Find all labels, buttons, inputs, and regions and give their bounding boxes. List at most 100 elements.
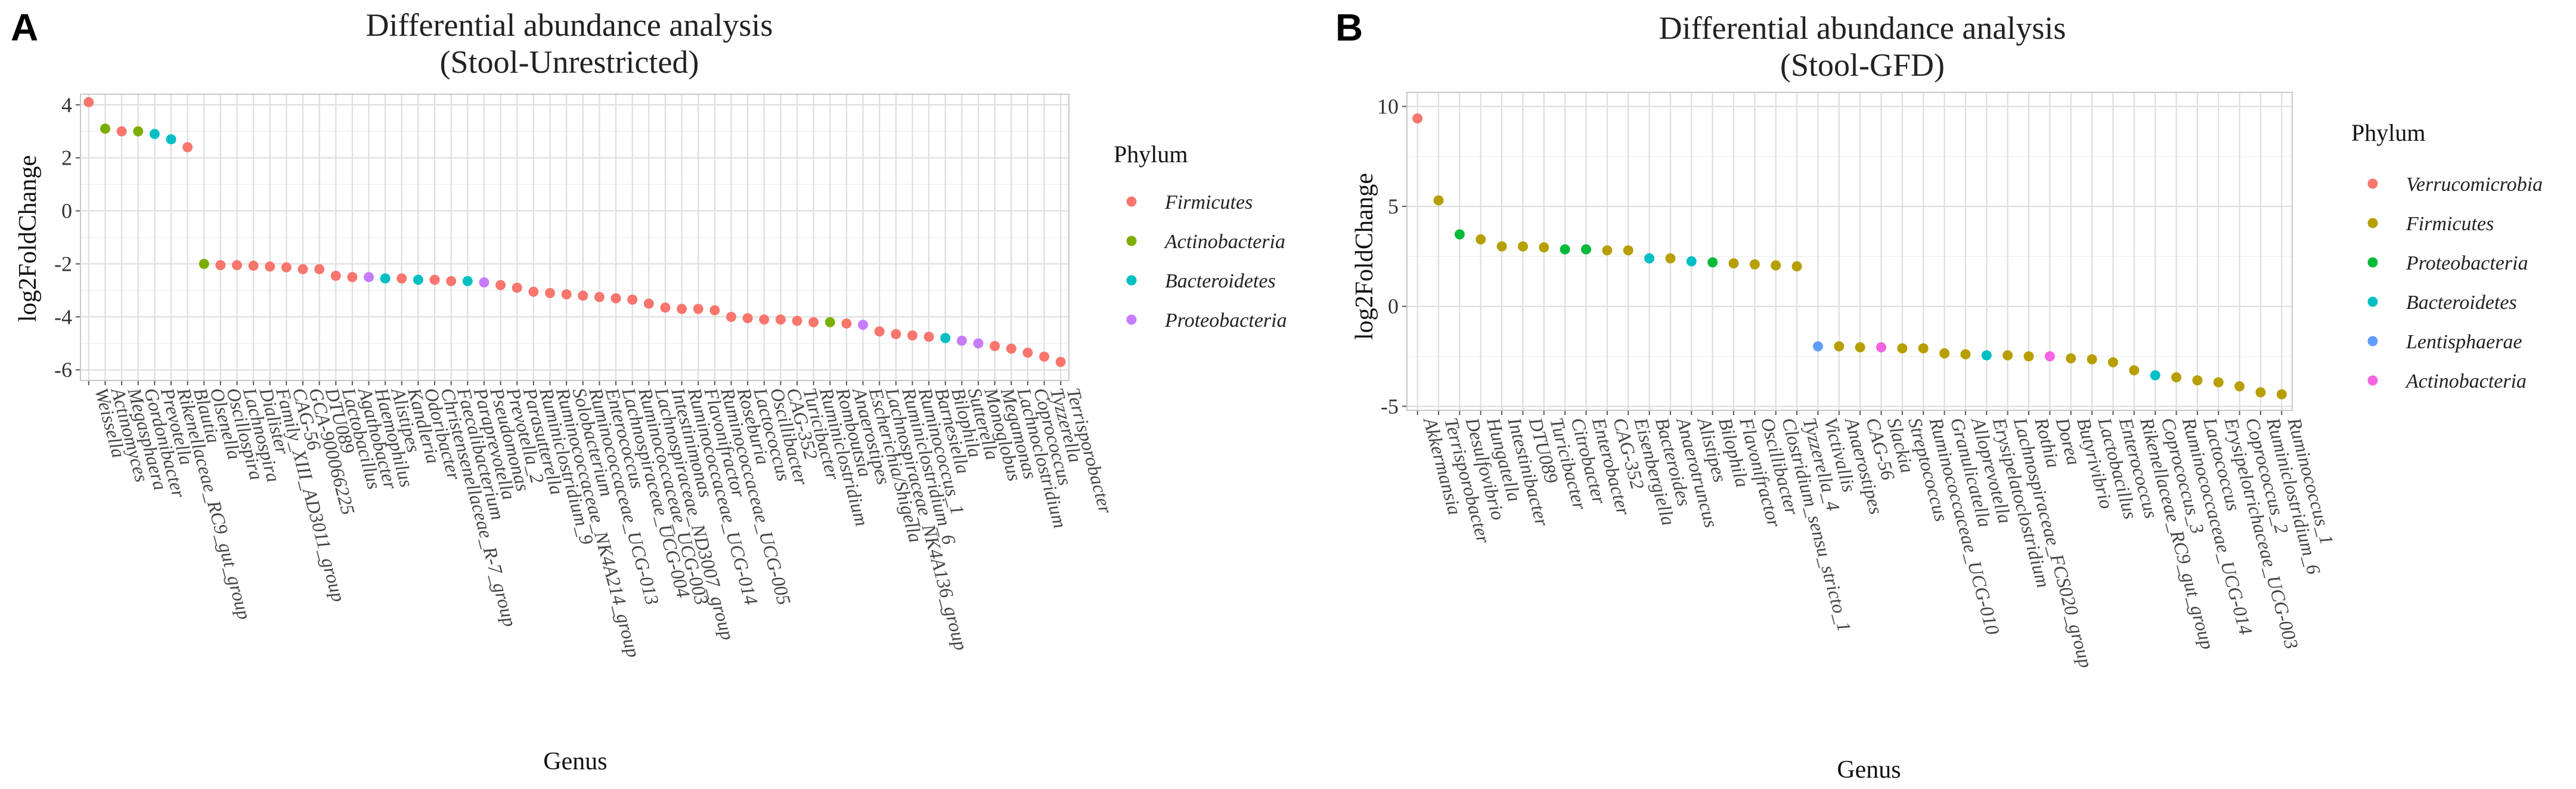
data-point [891, 329, 901, 339]
data-point [792, 315, 802, 326]
panel-a-letter: A [11, 6, 38, 49]
data-point [627, 294, 638, 305]
panel-a-legend-title: Phylum [1114, 141, 1188, 168]
data-point [1791, 261, 1802, 272]
legend-label: Actinobacteria [2405, 370, 2527, 392]
data-point [2213, 377, 2224, 388]
y-tick-label: 0 [1388, 295, 1399, 318]
data-point [479, 277, 489, 288]
data-point [1876, 342, 1887, 352]
data-point [775, 314, 786, 325]
data-point [1834, 341, 1845, 352]
plot-frame [80, 94, 1070, 381]
data-point [166, 134, 176, 145]
data-point [808, 317, 819, 327]
data-point [396, 273, 407, 284]
data-point [759, 314, 770, 325]
panel-a-plot-area: -6-4-2024WeissellaActinomycesMegasphaera… [54, 93, 1117, 660]
data-point [1006, 344, 1016, 354]
data-point [2234, 381, 2245, 392]
legend-key [2367, 375, 2378, 386]
data-point [2023, 351, 2034, 361]
legend-label: Bacteroidetes [1165, 270, 1276, 292]
y-tick-label: -5 [1381, 394, 1399, 418]
legend-key [2367, 257, 2378, 268]
data-point [1454, 229, 1465, 240]
data-point [1539, 242, 1549, 253]
legend-key [2367, 178, 2378, 189]
data-point [858, 320, 869, 330]
data-point [841, 318, 852, 329]
legend-key [1126, 275, 1137, 286]
plot-panel-background [1407, 92, 2292, 410]
data-point [330, 270, 341, 281]
data-point [907, 330, 917, 341]
data-point [874, 326, 885, 337]
panel-b-title-line2: (Stool-GFD) [1780, 47, 1945, 83]
y-tick-label: -6 [54, 358, 72, 382]
panel-b-title-line1: Differential abundance analysis [1659, 10, 2066, 46]
legend-key [1126, 196, 1137, 207]
data-point [1728, 258, 1739, 269]
data-point [2107, 357, 2118, 368]
data-point [1517, 241, 1528, 252]
data-point [1623, 245, 1633, 256]
y-tick-label: 10 [1377, 94, 1399, 118]
data-point [1855, 342, 1865, 352]
data-point [100, 123, 110, 134]
data-point [2066, 353, 2076, 364]
y-tick-label: -2 [54, 252, 72, 276]
legend-label: Firmicutes [2405, 213, 2494, 235]
panel-b-plot-area: -50510AkkermansiaTerrisporobacterDesulfo… [1377, 92, 2338, 670]
panel-a-title-line2: (Stool-Unrestricted) [440, 44, 699, 80]
data-point [1039, 351, 1050, 362]
legend-label: Actinobacteria [1164, 231, 1285, 253]
data-point [182, 142, 193, 153]
legend-label: Proteobacteria [1164, 310, 1287, 332]
legend-key [2367, 296, 2378, 307]
plot-frame [1406, 92, 2293, 411]
y-tick-label: 2 [61, 146, 72, 170]
y-tick-label: 4 [61, 93, 72, 117]
panel-b-legend-title: Phylum [2351, 119, 2425, 146]
legend-key [2367, 336, 2378, 346]
legend-key [2367, 218, 2378, 228]
data-point [2002, 350, 2013, 361]
data-point [1055, 357, 1066, 367]
legend-label: Firmicutes [1164, 191, 1253, 214]
data-point [1812, 341, 1823, 352]
y-tick-label: -4 [54, 305, 72, 329]
data-point [2044, 351, 2055, 361]
panel-a-title-line1: Differential abundance analysis [366, 7, 773, 43]
data-point [116, 126, 127, 137]
data-point [265, 261, 275, 272]
data-point [660, 302, 671, 313]
data-point [1960, 349, 1971, 360]
data-point [1939, 348, 1950, 358]
data-point [990, 341, 1000, 351]
data-point [1897, 343, 1908, 354]
data-point [545, 287, 556, 298]
data-point [940, 333, 951, 344]
panel-a-y-axis-title: log2FoldChange [14, 155, 42, 322]
data-point [528, 286, 539, 297]
panel-b-y-axis-title: log2FoldChange [1351, 173, 1378, 340]
data-point [446, 276, 457, 286]
data-point [973, 338, 984, 349]
data-point [709, 305, 720, 315]
data-point [281, 262, 292, 273]
panel-a: A Differential abundance analysis (Stool… [11, 6, 1287, 775]
data-point [742, 313, 753, 324]
data-point [1602, 245, 1613, 256]
panel-b-letter: B [1335, 6, 1363, 49]
data-point [677, 304, 687, 314]
data-point [1560, 244, 1570, 255]
data-point [314, 264, 325, 274]
panel-b-legend: Verrucomicrobia Firmicutes Proteobacteria B… [2367, 174, 2543, 392]
data-point [364, 272, 374, 283]
data-point [824, 317, 835, 327]
data-point [1412, 113, 1423, 124]
data-point [83, 97, 94, 107]
legend-label: Lentisphaerae [2405, 331, 2522, 353]
